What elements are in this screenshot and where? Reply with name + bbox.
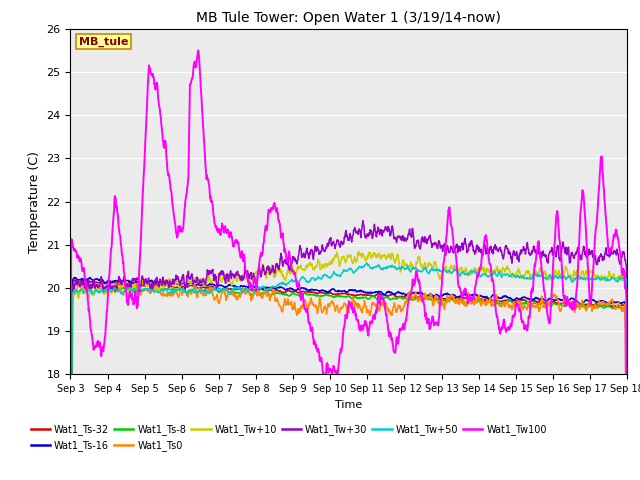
Wat1_Tw100 bbox=[436, 307, 444, 312]
Wat1_Tw+50 bbox=[364, 260, 371, 266]
Wat1_Tw+50 bbox=[557, 274, 565, 280]
Text: MB_tule: MB_tule bbox=[79, 36, 128, 47]
Wat1_Ts-32 bbox=[436, 296, 444, 301]
Wat1_Ts-8 bbox=[177, 286, 185, 292]
Wat1_Ts-16 bbox=[436, 293, 444, 299]
Wat1_Tw+50 bbox=[253, 288, 260, 293]
Wat1_Ts-16 bbox=[177, 281, 185, 287]
Wat1_Tw+50 bbox=[190, 286, 198, 291]
Wat1_Ts-16 bbox=[253, 285, 260, 290]
Wat1_Tw+10 bbox=[436, 273, 444, 278]
Wat1_Tw+30 bbox=[190, 278, 198, 284]
Line: Wat1_Ts-8: Wat1_Ts-8 bbox=[70, 284, 627, 480]
Line: Wat1_Tw+50: Wat1_Tw+50 bbox=[70, 263, 627, 480]
X-axis label: Time: Time bbox=[335, 400, 362, 409]
Wat1_Tw+30 bbox=[508, 257, 516, 263]
Wat1_Tw+10 bbox=[253, 268, 260, 274]
Wat1_Tw+30 bbox=[359, 218, 367, 224]
Wat1_Tw+50 bbox=[177, 286, 184, 292]
Legend: Wat1_Ts-32, Wat1_Ts-16, Wat1_Ts-8, Wat1_Ts0, Wat1_Tw+10, Wat1_Tw+30, Wat1_Tw+50,: Wat1_Ts-32, Wat1_Ts-16, Wat1_Ts-8, Wat1_… bbox=[31, 424, 547, 451]
Wat1_Tw100 bbox=[195, 48, 202, 53]
Wat1_Tw+10 bbox=[355, 249, 362, 255]
Y-axis label: Temperature (C): Temperature (C) bbox=[28, 151, 41, 252]
Wat1_Tw+30 bbox=[177, 277, 184, 283]
Wat1_Tw+30 bbox=[557, 249, 565, 254]
Line: Wat1_Ts-16: Wat1_Ts-16 bbox=[70, 277, 627, 480]
Wat1_Ts0 bbox=[436, 303, 444, 309]
Wat1_Ts-8 bbox=[508, 300, 516, 305]
Wat1_Ts-16 bbox=[191, 282, 198, 288]
Title: MB Tule Tower: Open Water 1 (3/19/14-now): MB Tule Tower: Open Water 1 (3/19/14-now… bbox=[196, 11, 501, 25]
Wat1_Tw100 bbox=[557, 256, 565, 262]
Wat1_Tw100 bbox=[253, 283, 260, 289]
Wat1_Ts0 bbox=[177, 289, 185, 295]
Wat1_Ts0 bbox=[75, 278, 83, 284]
Wat1_Tw100 bbox=[190, 62, 198, 68]
Wat1_Tw+30 bbox=[253, 280, 260, 286]
Line: Wat1_Tw100: Wat1_Tw100 bbox=[70, 50, 627, 480]
Wat1_Tw100 bbox=[177, 225, 184, 230]
Wat1_Ts-8 bbox=[253, 290, 260, 296]
Wat1_Tw+50 bbox=[508, 271, 516, 277]
Wat1_Tw+10 bbox=[508, 274, 516, 279]
Wat1_Tw100 bbox=[508, 318, 516, 324]
Wat1_Ts0 bbox=[191, 281, 198, 287]
Wat1_Ts-16 bbox=[86, 275, 94, 280]
Wat1_Tw+30 bbox=[436, 240, 444, 245]
Wat1_Ts0 bbox=[508, 306, 516, 312]
Wat1_Tw+10 bbox=[190, 279, 198, 285]
Wat1_Tw+10 bbox=[557, 274, 565, 279]
Wat1_Ts-32 bbox=[508, 298, 516, 304]
Wat1_Ts0 bbox=[557, 306, 565, 312]
Wat1_Tw+10 bbox=[177, 282, 184, 288]
Line: Wat1_Tw+30: Wat1_Tw+30 bbox=[70, 221, 627, 480]
Wat1_Ts-32 bbox=[253, 286, 260, 292]
Wat1_Ts0 bbox=[253, 293, 260, 299]
Line: Wat1_Ts-32: Wat1_Ts-32 bbox=[70, 280, 627, 480]
Wat1_Ts-32 bbox=[557, 300, 565, 306]
Line: Wat1_Tw+10: Wat1_Tw+10 bbox=[70, 252, 627, 480]
Wat1_Ts-16 bbox=[508, 297, 516, 302]
Wat1_Ts-8 bbox=[557, 302, 565, 308]
Wat1_Ts-32 bbox=[71, 277, 79, 283]
Wat1_Ts-8 bbox=[436, 297, 444, 302]
Wat1_Ts-16 bbox=[557, 297, 565, 303]
Wat1_Ts-32 bbox=[177, 284, 185, 290]
Line: Wat1_Ts0: Wat1_Ts0 bbox=[70, 281, 627, 480]
Wat1_Ts-8 bbox=[191, 289, 198, 295]
Wat1_Ts-32 bbox=[191, 284, 198, 290]
Wat1_Tw+50 bbox=[436, 267, 444, 273]
Wat1_Ts-8 bbox=[73, 281, 81, 287]
